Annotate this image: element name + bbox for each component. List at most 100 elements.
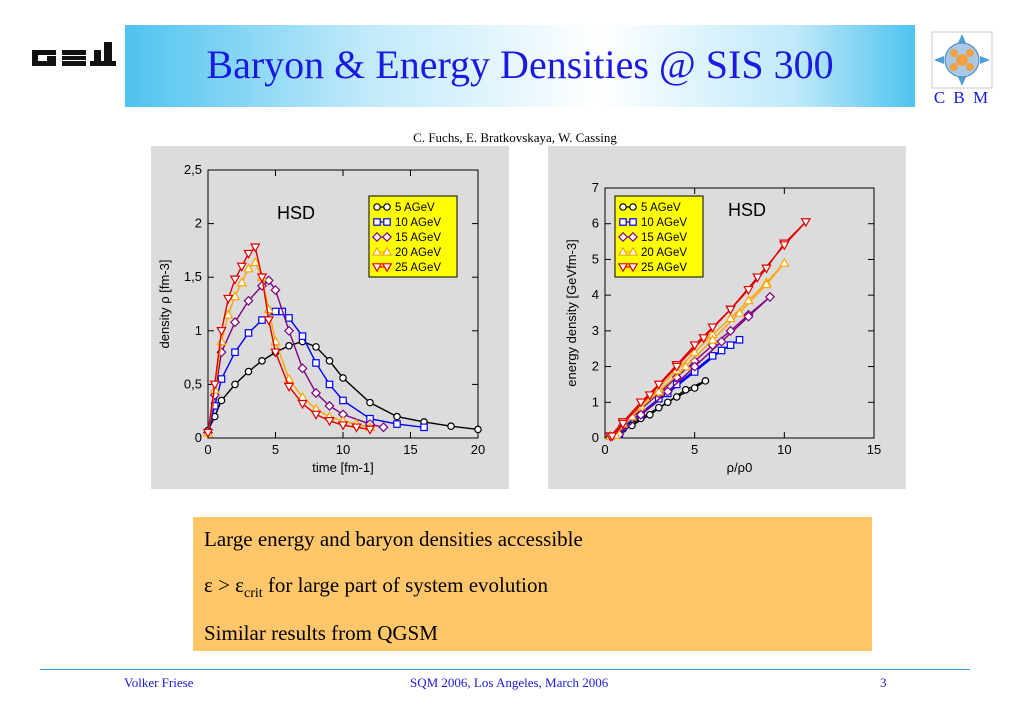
legend-marker (381, 246, 393, 256)
series-4 (605, 218, 812, 442)
data-point (725, 312, 736, 323)
data-point (312, 359, 320, 367)
data-point (229, 275, 241, 285)
data-point (635, 398, 647, 408)
data-point (339, 396, 347, 405)
data-point (653, 380, 665, 390)
data-point (244, 367, 253, 376)
legend-marker (371, 263, 383, 273)
x-tick-label: 15 (403, 442, 417, 457)
data-point (223, 294, 234, 305)
data-point (310, 387, 322, 399)
cbm-detector-icon (928, 30, 996, 110)
x-tick-label: 10 (777, 442, 791, 457)
series-line (207, 245, 371, 433)
y-tick-label: 2,5 (184, 162, 202, 177)
data-point (229, 317, 241, 328)
y-tick-label: 3 (592, 323, 599, 338)
y-tick-label: 1,5 (184, 269, 202, 284)
legend-marker (373, 218, 381, 226)
legend-label: 10 AGeV (395, 217, 441, 229)
x-tick-label: 10 (336, 442, 350, 457)
data-point (216, 336, 227, 346)
data-point (243, 263, 254, 273)
summary-box: Large energy and baryon densities access… (193, 517, 872, 651)
legend-marker (627, 246, 639, 256)
y-tick-label: 7 (592, 180, 599, 195)
data-point (270, 285, 281, 296)
data-point (743, 311, 754, 322)
data-point (726, 341, 735, 349)
data-point (690, 384, 699, 392)
data-point (707, 334, 718, 344)
legend-marker (381, 231, 393, 243)
series-4 (202, 243, 376, 439)
data-point (263, 303, 274, 314)
summary-line-2-prefix: ε > ε (204, 573, 244, 597)
baryon-density-svg: 0 5 10 15 20 0 0,5 1 1,5 2 2,5 time [fm-1] density ρ… (157, 162, 485, 475)
chart-annotation: HSD (277, 203, 315, 223)
energy-density-chart: 0 5 10 15 0 1 2 3 4 5 6 7 ρ/ρ0 energy density [GeVfm-… (548, 146, 906, 489)
y-tick-label: 2 (195, 216, 202, 231)
x-tick-label: 20 (471, 442, 485, 457)
footer-author: Volker Friese (124, 675, 194, 690)
data-point (339, 374, 347, 382)
data-point (716, 336, 727, 347)
y-tick-label: 0 (195, 430, 202, 445)
legend-label: 5 AGeV (641, 202, 681, 214)
data-point (223, 309, 234, 319)
x-tick-label: 0 (204, 442, 211, 457)
data-point (617, 419, 629, 430)
data-point (680, 361, 691, 371)
data-point (263, 316, 274, 326)
data-point (271, 307, 280, 316)
data-point (243, 295, 254, 306)
authors: C. Fuchs, E. Bratkovskaya, W. Cassing (413, 130, 617, 145)
baryon-density-chart: 0 5 10 15 20 0 0,5 1 1,5 2 2,5 time [fm-1] density ρ… (151, 146, 509, 489)
legend-marker (627, 263, 639, 273)
data-point (606, 432, 618, 442)
footer-divider (40, 669, 970, 670)
legend-marker (619, 218, 627, 226)
data-point (743, 295, 754, 305)
data-point (258, 316, 266, 324)
cbm-logo-text: C B M (933, 88, 991, 107)
data-point (250, 256, 261, 266)
data-point (735, 335, 744, 344)
data-point (366, 398, 374, 407)
legend-label: 20 AGeV (641, 247, 687, 259)
data-point (653, 386, 665, 396)
data-point (761, 279, 772, 289)
plot-frame (604, 187, 875, 439)
data-point (325, 380, 334, 389)
y-tick-label: 6 (592, 216, 599, 231)
data-point (256, 273, 268, 283)
legend-label: 15 AGeV (641, 232, 687, 244)
legend-marker (617, 246, 629, 256)
summary-line-3: Similar results from QGSM (204, 621, 438, 645)
data-point (285, 314, 293, 322)
x-axis-label: time [fm-1] (312, 460, 373, 475)
legend-marker (381, 263, 393, 273)
data-point (474, 425, 482, 434)
data-point (420, 423, 428, 432)
data-point (393, 420, 401, 428)
data-point (270, 348, 281, 358)
legend-marker (627, 231, 639, 243)
data-point (725, 305, 736, 315)
page-number: 3 (880, 675, 887, 690)
y-tick-label: 0 (592, 430, 599, 445)
legend-label: 20 AGeV (395, 247, 441, 259)
data-point (708, 352, 717, 360)
x-tick-label: 0 (601, 442, 608, 457)
data-point (229, 291, 241, 301)
legend-label: 5 AGeV (395, 202, 435, 214)
data-point (283, 325, 295, 336)
series-1 (606, 335, 744, 441)
data-point (761, 264, 772, 274)
series-line (609, 296, 771, 437)
title-bar: Baryon & Energy Densities @ SIS 300 (125, 25, 915, 107)
summary-line-2-subscript: crit (243, 586, 263, 602)
y-tick-label: 4 (592, 287, 599, 302)
data-point (217, 375, 226, 383)
